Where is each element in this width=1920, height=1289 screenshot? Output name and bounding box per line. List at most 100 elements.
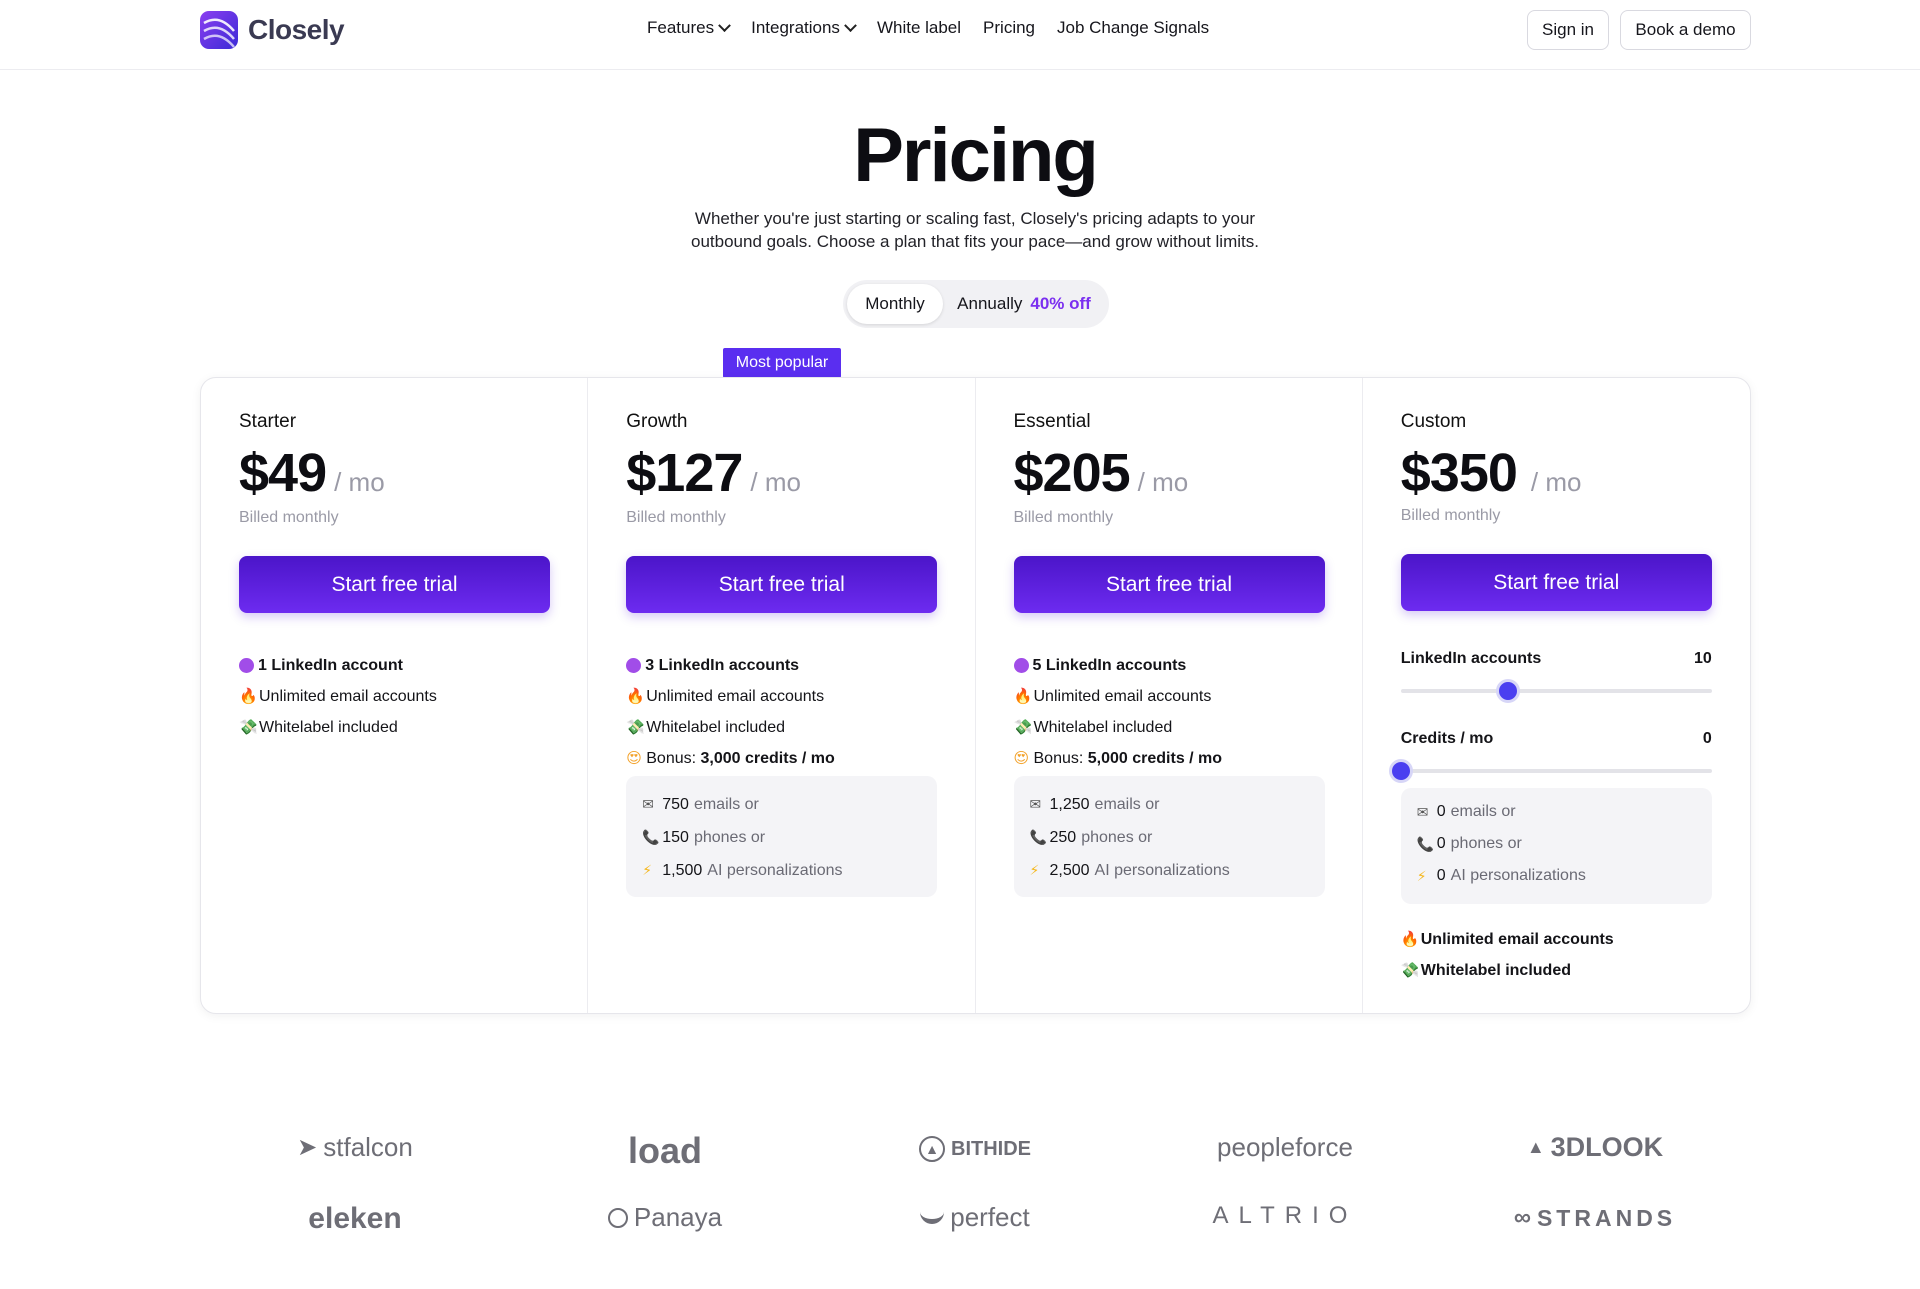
client-logo-panaya: Panaya bbox=[510, 1202, 820, 1233]
credit-text: emails or bbox=[1450, 803, 1516, 820]
client-name: perfect bbox=[950, 1202, 1030, 1232]
credit-text: phones or bbox=[1450, 835, 1522, 852]
credit-row: ✉ 750 emails or bbox=[642, 788, 921, 821]
purple-circle-icon bbox=[1013, 658, 1029, 673]
credit-text: AI personalizations bbox=[707, 862, 843, 879]
linkedin-accounts-slider[interactable] bbox=[1400, 679, 1712, 703]
credit-text: phones or bbox=[1081, 829, 1153, 846]
slider-label-text: LinkedIn accounts bbox=[1400, 650, 1542, 667]
plan-name: Custom bbox=[1400, 411, 1467, 432]
subtitle-line: Whether you're just starting or scaling … bbox=[694, 209, 1256, 228]
client-name: peopleforce bbox=[1217, 1132, 1353, 1162]
feature-item: 🔥 Unlimited email accounts bbox=[1401, 924, 1614, 955]
feature-list: 5 LinkedIn accounts 🔥 Unlimited email acc… bbox=[1013, 650, 1223, 774]
client-logo-bithide: ▲ BITHIDE bbox=[820, 1136, 1130, 1162]
credit-row: 📞 0 phones or bbox=[1417, 828, 1696, 860]
client-name: BITHIDE bbox=[951, 1137, 1031, 1160]
credit-text: phones or bbox=[693, 829, 766, 846]
feature-list: 1 LinkedIn account 🔥 Unlimited email acco… bbox=[239, 650, 437, 743]
billing-note: Billed monthly bbox=[1400, 507, 1501, 524]
credit-row: ✉ 1,250 emails or bbox=[1030, 788, 1309, 821]
credits-slider[interactable] bbox=[1388, 759, 1712, 783]
top-header: Closely Features Integrations White labe… bbox=[0, 0, 1920, 70]
start-free-trial-button[interactable]: Start free trial bbox=[239, 556, 550, 613]
page-title: Pricing bbox=[853, 113, 1099, 198]
client-name: load bbox=[627, 1130, 702, 1171]
client-name: ALTRIO bbox=[1212, 1202, 1358, 1229]
price-period: / mo bbox=[334, 467, 385, 497]
chevron-down-icon bbox=[844, 18, 857, 32]
slider-value: 10 bbox=[1693, 650, 1712, 667]
credit-text: emails or bbox=[1094, 796, 1160, 813]
credit-value: 0 bbox=[1436, 835, 1446, 852]
money-icon: 💸 bbox=[626, 719, 645, 736]
start-free-trial-button[interactable]: Start free trial bbox=[626, 556, 938, 613]
nav-pricing-label: Pricing bbox=[983, 18, 1036, 37]
phone-icon: 📞 bbox=[1029, 829, 1047, 845]
smiling-face-icon: 😍 bbox=[1013, 750, 1030, 767]
price-period: / mo bbox=[1137, 467, 1189, 497]
lightning-icon: ⚡ bbox=[1416, 868, 1427, 884]
billing-annually-tab[interactable]: Annually 40% off bbox=[943, 284, 1105, 324]
money-icon: 💸 bbox=[1400, 962, 1420, 979]
swoosh-icon bbox=[920, 1212, 945, 1224]
start-free-trial-button[interactable]: Start free trial bbox=[1013, 556, 1325, 613]
client-logo-3dlook: ▲ 3DLOOK bbox=[1440, 1132, 1750, 1163]
plan-price: $49 bbox=[239, 443, 327, 503]
credit-value: 750 bbox=[662, 796, 689, 813]
bonus-value: 3,000 credits / mo bbox=[700, 750, 835, 767]
bonus-label: Bonus: bbox=[1033, 750, 1084, 767]
feature-text: Unlimited email accounts bbox=[1033, 688, 1212, 705]
credit-value: 0 bbox=[1436, 803, 1446, 820]
slider-value: 0 bbox=[1702, 730, 1712, 747]
client-logo-stfalcon: ➤ stfalcon bbox=[200, 1132, 510, 1163]
feature-text: 5 LinkedIn accounts bbox=[1032, 657, 1187, 674]
billing-note: Billed monthly bbox=[1013, 509, 1114, 526]
feature-item: 💸 Whitelabel included bbox=[1014, 712, 1223, 743]
nav-features[interactable]: Features bbox=[647, 18, 731, 38]
slider-thumb[interactable] bbox=[1496, 679, 1521, 703]
money-icon: 💸 bbox=[1013, 719, 1033, 736]
nav-pricing[interactable]: Pricing bbox=[983, 18, 1035, 38]
sign-in-button[interactable]: Sign in bbox=[1527, 10, 1609, 50]
client-logo-perfect: perfect bbox=[820, 1202, 1130, 1233]
feature-item: 🔥 Unlimited email accounts bbox=[1014, 681, 1223, 712]
most-popular-badge: Most popular bbox=[723, 348, 841, 378]
feature-list: 🔥 Unlimited email accounts 💸 Whitelabel in… bbox=[1401, 924, 1614, 986]
price-row: $350 / mo bbox=[1401, 442, 1582, 504]
start-free-trial-button[interactable]: Start free trial bbox=[1400, 554, 1712, 611]
feature-item: 💸 Whitelabel included bbox=[626, 712, 835, 743]
nav-white-label[interactable]: White label bbox=[877, 18, 961, 38]
credit-row: 📞 150 phones or bbox=[642, 821, 921, 854]
feature-text: 1 LinkedIn account bbox=[258, 657, 403, 674]
credits-slider-label: Credits / mo 0 bbox=[1401, 730, 1712, 748]
plan-name: Growth bbox=[626, 411, 688, 432]
slider-thumb[interactable] bbox=[1388, 759, 1413, 783]
plan-name: Essential bbox=[1013, 411, 1091, 432]
brand-logo[interactable]: Closely bbox=[200, 10, 345, 50]
credit-value: 250 bbox=[1049, 829, 1077, 846]
book-demo-button[interactable]: Book a demo bbox=[1620, 10, 1751, 50]
feature-text: Whitelabel included bbox=[1033, 719, 1173, 736]
annually-label: Annually bbox=[957, 294, 1023, 313]
plan-price: $127 bbox=[626, 443, 743, 503]
envelope-icon: ✉ bbox=[1416, 804, 1429, 820]
closely-logo-icon bbox=[200, 11, 238, 49]
client-name: 3DLOOK bbox=[1550, 1132, 1664, 1162]
credit-value: 0 bbox=[1436, 867, 1446, 884]
billing-monthly-tab[interactable]: Monthly bbox=[847, 284, 943, 324]
nav-features-label: Features bbox=[647, 18, 715, 37]
billing-note: Billed monthly bbox=[239, 509, 339, 526]
credit-row: 📞 250 phones or bbox=[1030, 821, 1309, 854]
fire-icon: 🔥 bbox=[626, 688, 645, 705]
nav-job-change-signals[interactable]: Job Change Signals bbox=[1057, 18, 1209, 38]
price-period: / mo bbox=[1530, 467, 1582, 497]
ring-icon bbox=[607, 1207, 628, 1228]
credit-row: ✉ 0 emails or bbox=[1417, 796, 1696, 828]
discount-label: 40% off bbox=[1030, 294, 1091, 313]
credits-breakdown: ✉ 750 emails or 📞 150 phones or ⚡ 1,500 AI per… bbox=[626, 776, 938, 897]
nav-integrations[interactable]: Integrations bbox=[751, 18, 857, 38]
credit-text: emails or bbox=[693, 796, 759, 813]
feature-item: 💸 Whitelabel included bbox=[1401, 955, 1614, 986]
feature-text: Whitelabel included bbox=[1420, 962, 1571, 979]
